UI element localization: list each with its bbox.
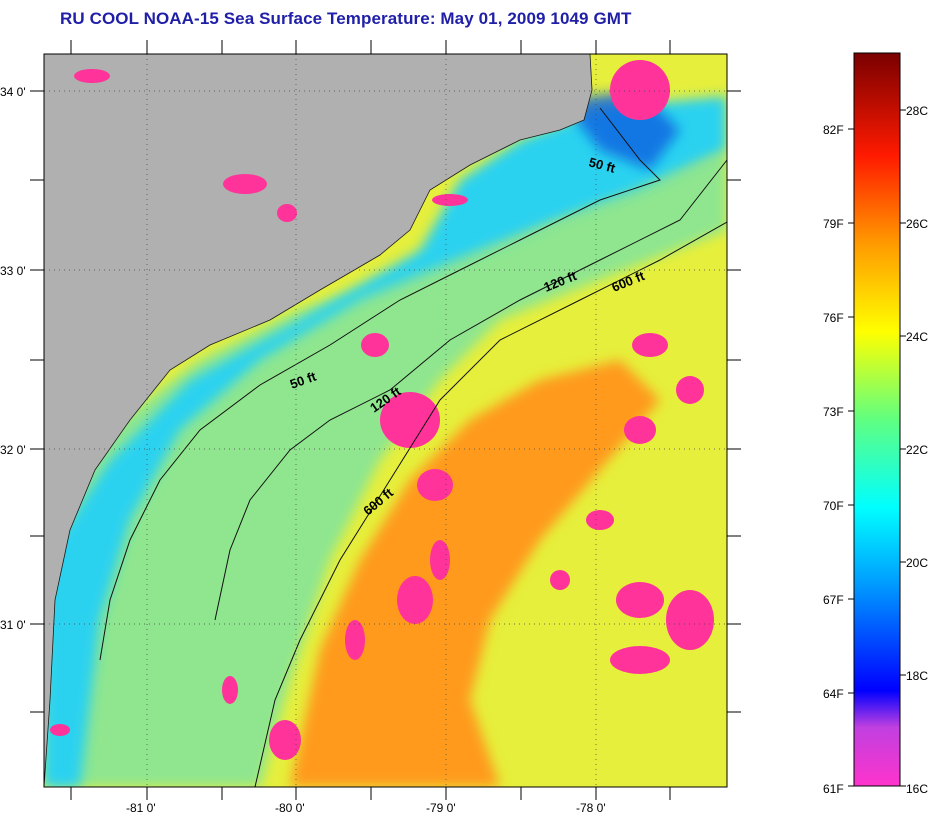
isobath-label-50ft-north: 50 ft	[587, 154, 617, 176]
colorbar-f-82: 82F	[823, 123, 844, 137]
colorbar-f-64: 64F	[823, 687, 844, 701]
colorbar-c-22: 22C	[906, 443, 928, 457]
colorbar-f-79: 79F	[823, 217, 844, 231]
colorbar-c-28: 28C	[906, 104, 928, 118]
lat-label-34: 34 0'	[0, 85, 26, 99]
graticule	[44, 54, 727, 787]
cloud-patches	[50, 60, 714, 760]
colorbar-f-76: 76F	[823, 311, 844, 325]
sst-map: 50 ft 120 ft 600 ft 50 ft 120 ft 600 ft	[0, 40, 741, 815]
map-frame	[43, 53, 728, 788]
colorbar-gradient	[853, 52, 901, 787]
colorbar-f-70: 70F	[823, 499, 844, 513]
lat-label-33: 33 0'	[0, 264, 26, 278]
colorbar-c-16: 16C	[906, 782, 928, 796]
isobath-50ft-line	[99, 107, 661, 661]
lon-label-78: -78 0'	[576, 801, 606, 815]
land-area	[44, 54, 593, 787]
colorbar-f-67: 67F	[823, 593, 844, 607]
lat-label-31: 31 0'	[0, 618, 26, 632]
lon-label-81: -81 0'	[126, 801, 156, 815]
colorbar: 82F 79F 76F 73F 70F 67F 64F 61F 28C 26C …	[823, 52, 928, 796]
isobath-120ft-line	[214, 159, 727, 621]
lon-label-79: -79 0'	[426, 801, 456, 815]
colorbar-c-26: 26C	[906, 217, 928, 231]
colorbar-f-61: 61F	[823, 782, 844, 796]
isobath-lines	[99, 107, 727, 787]
shelf-water	[44, 150, 727, 787]
map-title: RU COOL NOAA-15 Sea Surface Temperature:…	[60, 9, 632, 28]
lon-label-80: -80 0'	[275, 801, 305, 815]
gulf-stream	[290, 360, 660, 787]
isobath-600ft-line	[254, 221, 727, 787]
axis-ticks	[30, 40, 741, 800]
lat-label-32: 32 0'	[0, 443, 26, 457]
nearshore-water	[44, 96, 727, 787]
colorbar-c-18: 18C	[906, 669, 928, 683]
colorbar-f-73: 73F	[823, 405, 844, 419]
colorbar-c-24: 24C	[906, 330, 928, 344]
colorbar-c-20: 20C	[906, 556, 928, 570]
